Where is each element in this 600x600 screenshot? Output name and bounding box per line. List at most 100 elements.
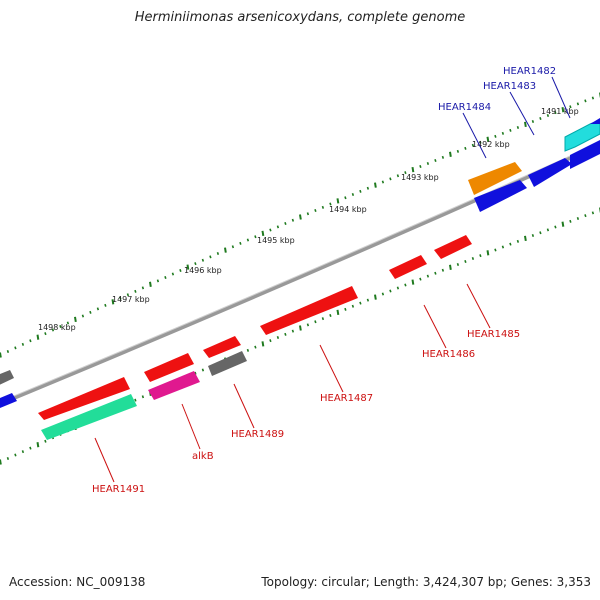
gene-arrow — [434, 235, 472, 259]
tick-mark — [434, 271, 437, 275]
tick-mark — [554, 111, 557, 115]
tick-mark — [509, 242, 512, 246]
tick-mark — [314, 209, 317, 213]
tick-mark — [389, 289, 392, 293]
tick-mark — [329, 313, 332, 317]
tick-mark — [351, 304, 355, 308]
tick-mark — [164, 275, 167, 279]
tick-mark — [66, 321, 70, 325]
tick-mark — [344, 307, 347, 311]
tick-mark — [201, 368, 205, 372]
tick-mark — [471, 257, 475, 261]
tick-mark — [456, 262, 460, 266]
tick-mark — [36, 442, 40, 448]
tick-mark — [306, 323, 310, 327]
tick-mark — [411, 279, 415, 285]
tick-mark — [374, 294, 377, 300]
gene-label: HEAR1491 — [92, 484, 145, 495]
gene-arrow — [570, 140, 600, 169]
callout-line — [233, 383, 255, 429]
reverse-genes — [38, 235, 472, 440]
tick-mark — [546, 228, 550, 232]
tick-mark — [276, 225, 280, 229]
tick-mark — [194, 262, 197, 266]
tick-mark — [44, 439, 47, 443]
tick-mark — [546, 114, 550, 118]
tick-label: 1497 kbp — [112, 295, 150, 304]
tick-mark — [254, 235, 257, 239]
tick-mark — [381, 180, 385, 184]
gene-label: HEAR1487 — [320, 393, 373, 404]
tick-mark — [509, 128, 512, 132]
tick-mark — [441, 268, 445, 272]
tick-mark — [359, 301, 362, 305]
tick-mark — [449, 264, 452, 270]
tick-mark — [284, 332, 287, 336]
gene-arrow — [260, 286, 358, 335]
tick-mark — [111, 299, 115, 305]
tick-mark — [329, 202, 332, 206]
gene-label: HEAR1486 — [422, 349, 475, 360]
tick-mark — [276, 336, 280, 340]
tick-mark — [284, 222, 287, 226]
tick-label: 1495 kbp — [257, 236, 295, 245]
tick-mark — [171, 272, 175, 276]
tick-mark — [291, 218, 295, 222]
tick-mark — [321, 317, 325, 321]
tick-mark — [231, 245, 235, 249]
tick-mark — [21, 450, 25, 454]
tick-label: 1494 kbp — [329, 205, 367, 214]
genome-summary-text: Topology: circular; Length: 3,424,307 bp… — [261, 575, 591, 589]
tick-mark — [179, 269, 182, 273]
tick-mark — [156, 279, 160, 283]
gene-arrow — [38, 377, 130, 420]
tick-mark — [89, 310, 92, 314]
tick-mark — [29, 446, 32, 450]
gene-arrow — [474, 180, 527, 212]
tick-mark — [336, 309, 340, 316]
callout-line — [462, 112, 487, 159]
gene-arrow — [590, 118, 600, 124]
gene-arrow — [0, 393, 17, 408]
tick-mark — [584, 99, 587, 103]
gene-label: HEAR1485 — [467, 329, 520, 340]
tick-mark — [561, 221, 565, 227]
gene-callouts — [94, 76, 571, 483]
tick-mark — [216, 251, 220, 255]
tick-mark — [576, 217, 580, 221]
tick-mark — [464, 260, 467, 264]
tick-mark — [104, 303, 107, 307]
tick-mark — [569, 105, 572, 109]
tick-mark — [336, 198, 340, 204]
tick-mark — [404, 171, 407, 175]
tick-mark — [321, 205, 325, 209]
tick-mark — [149, 281, 152, 287]
tick-mark — [584, 214, 587, 218]
tick-mark — [0, 459, 2, 465]
tick-mark — [366, 186, 370, 190]
tick-mark — [134, 289, 137, 293]
tick-mark — [441, 155, 445, 159]
tick-mark — [516, 125, 520, 129]
gene-arrow — [144, 353, 194, 382]
gene-label: alkB — [192, 451, 214, 462]
tick-labels: 1491 kbp 1492 kbp 1493 kbp 1494 kbp 1495… — [38, 107, 579, 332]
tick-mark — [119, 296, 122, 300]
tick-mark — [486, 136, 490, 142]
gene-labels: HEAR1482 HEAR1483 HEAR1484 HEAR1485 HEAR… — [92, 66, 556, 495]
tick-mark — [531, 234, 535, 238]
tick-mark — [246, 348, 250, 352]
tick-mark — [359, 189, 362, 193]
tick-mark — [14, 453, 17, 457]
tick-mark — [269, 228, 272, 232]
tick-mark — [471, 143, 475, 147]
tick-mark — [389, 177, 392, 181]
tick-mark — [426, 161, 430, 165]
tick-mark — [6, 457, 10, 461]
tick-mark — [21, 342, 25, 346]
tick-mark — [419, 165, 422, 169]
callout-line — [181, 403, 201, 450]
tick-mark — [449, 151, 452, 157]
tick-mark — [494, 134, 497, 138]
tick-mark — [36, 334, 40, 340]
